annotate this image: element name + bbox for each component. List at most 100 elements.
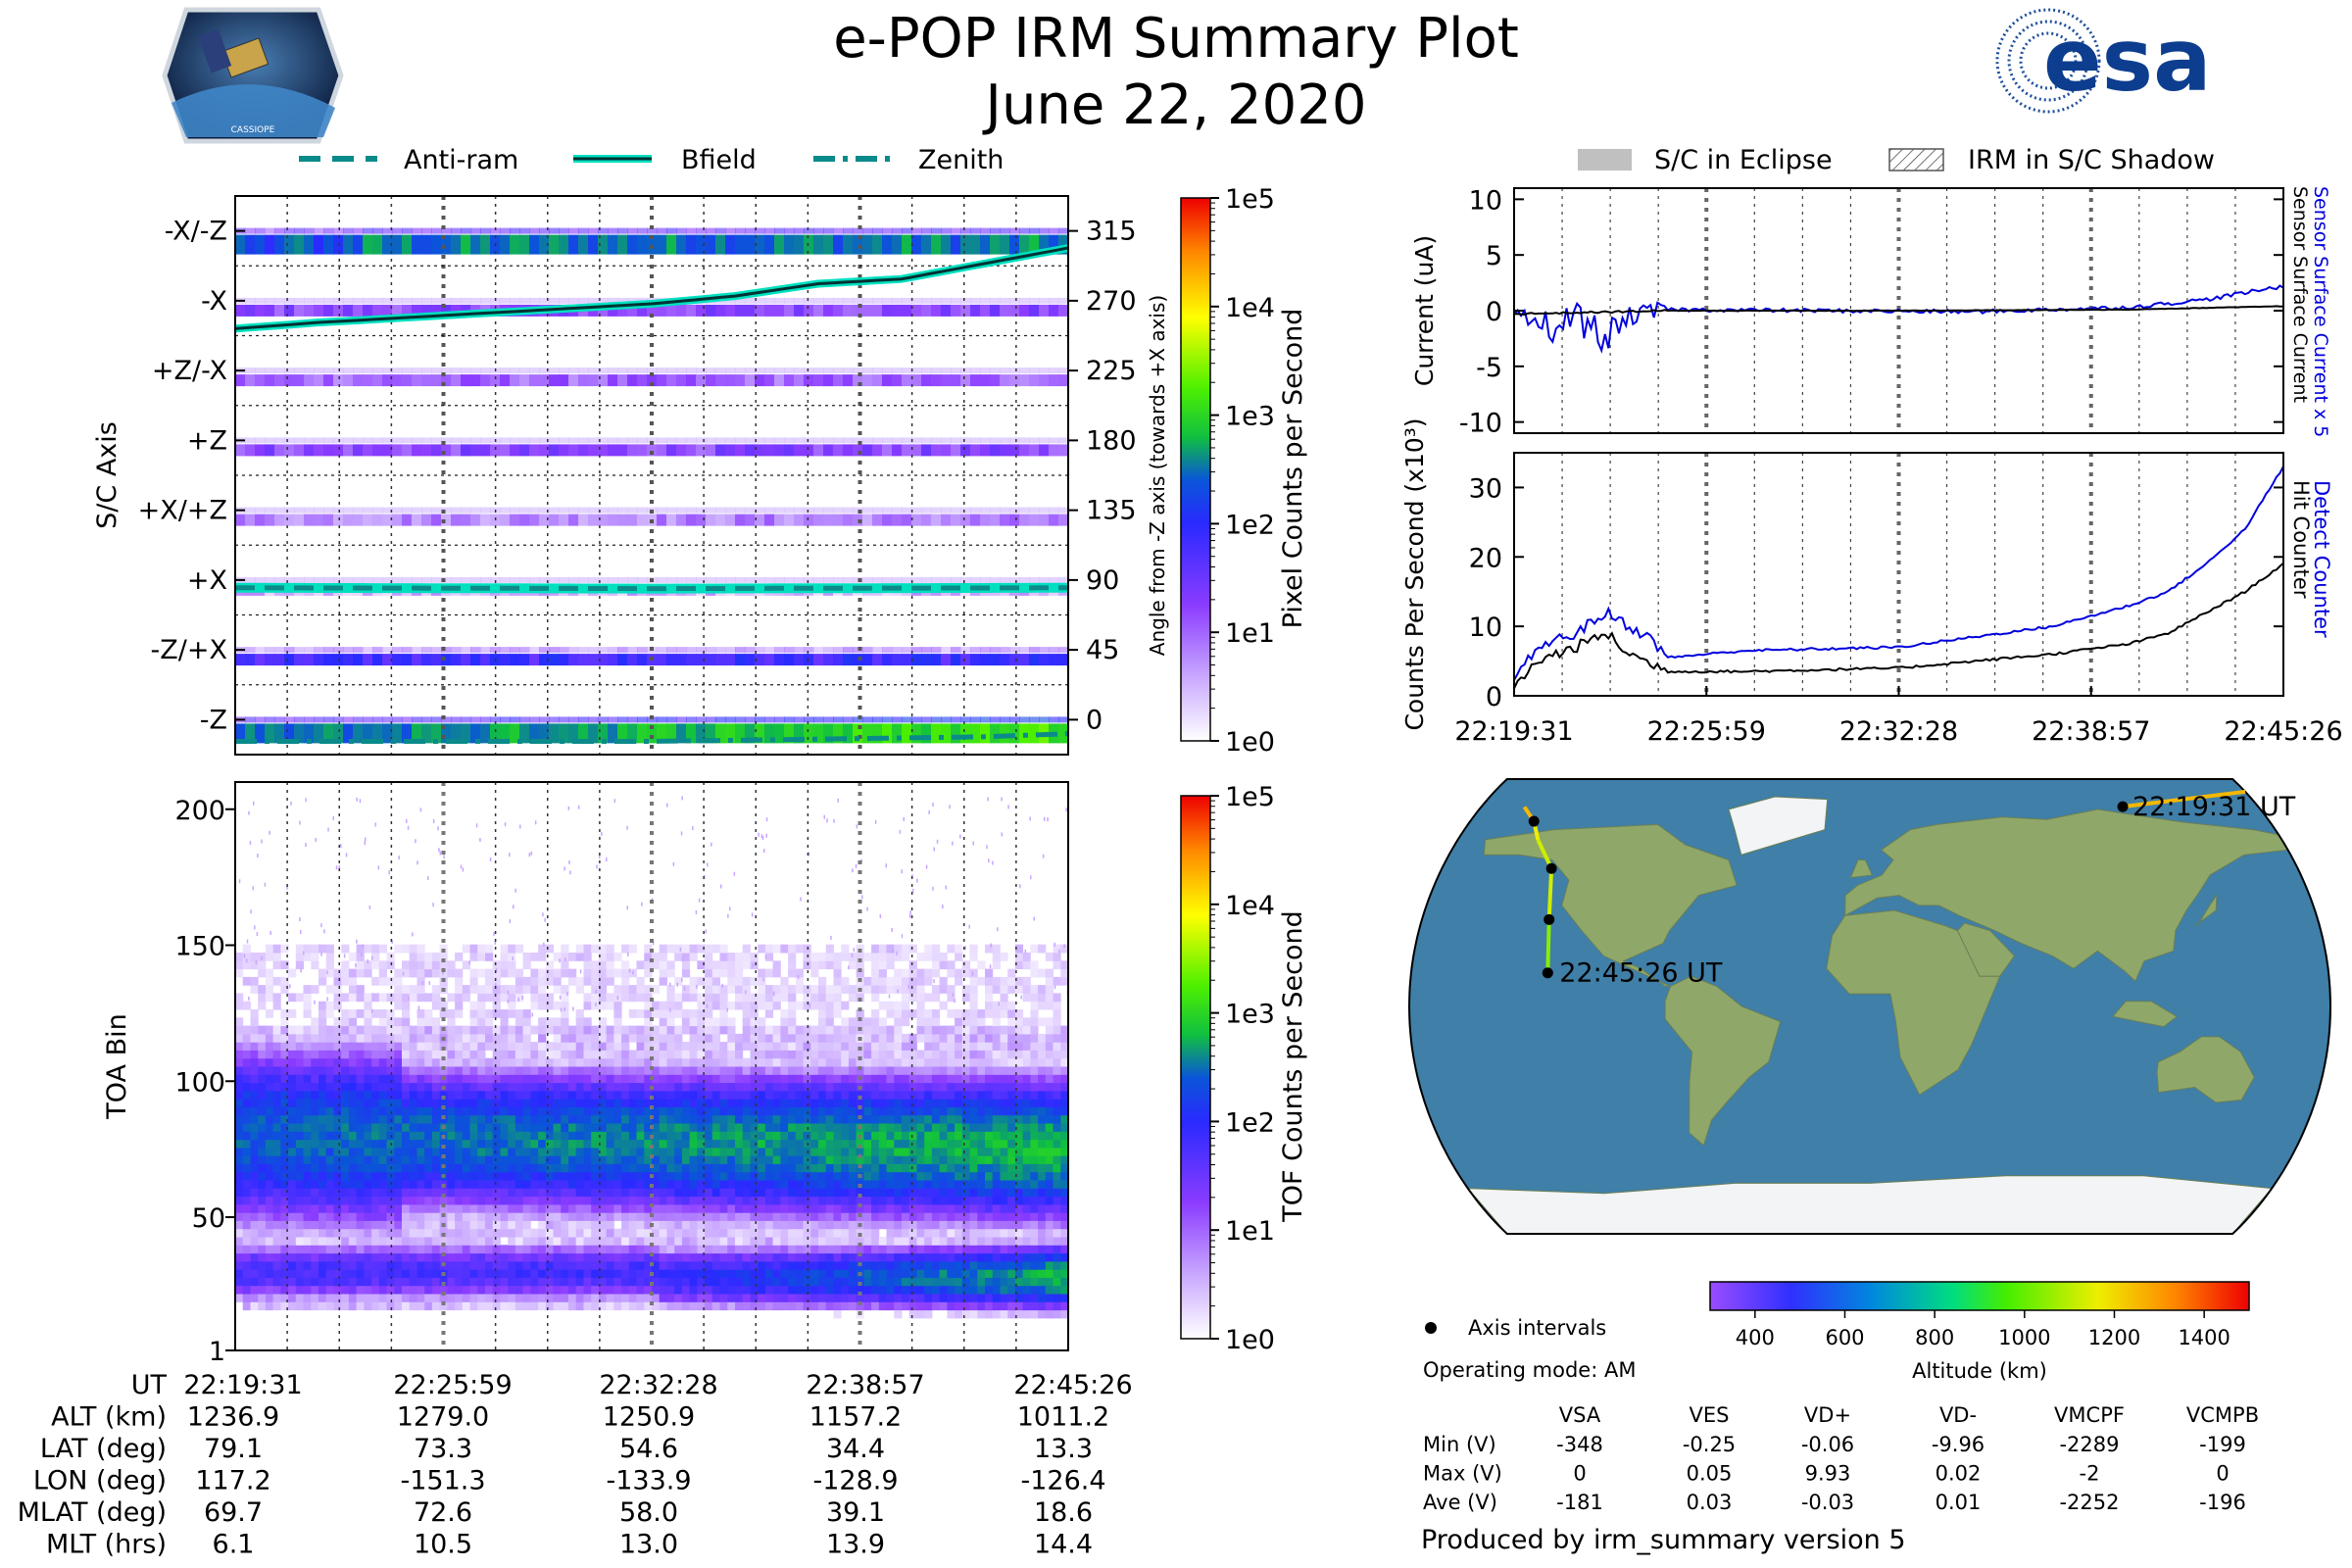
sc-heat-cell [833,304,844,317]
toa-heat-cell [258,1260,267,1270]
sc-heat-fringe [529,227,540,234]
toa-heat-cell [659,1123,667,1132]
toa-heat-cell [795,1277,804,1287]
toa-heat-cell [258,993,267,1003]
toa-heat-cell [764,1147,774,1156]
toa-heat-cell [409,1050,417,1059]
toa-heat-cell [803,1025,811,1035]
toa-heat-cell [318,1228,327,1238]
toa-heat-cell [659,1294,667,1302]
toa-heat-cell [545,1212,554,1221]
toa-heat-cell [636,976,645,986]
toa-heat-cell [621,960,630,970]
toa-heat-cell [727,1203,736,1213]
sc-heat-fringe [510,647,520,654]
toa-heat-cell [318,1017,327,1027]
toa-heat-cell [258,1155,267,1164]
toa-heat-cell [652,1147,661,1156]
toa-heat-cell [750,1090,759,1100]
toa-heat-cell [378,976,387,986]
sc-heat-fringe [245,647,256,654]
toa-heat-cell [371,1114,380,1124]
toa-heat-cell [871,1277,880,1287]
toa-heat-cell [705,1114,713,1124]
toa-heat-cell [772,1057,781,1067]
sc-heat-cell [284,374,295,387]
toa-heat-cell [711,1066,720,1075]
sc-heat-fringe [813,368,824,374]
toa-heat-cell [742,1082,751,1092]
toa-heat-cell [795,1025,804,1035]
sc-heat-fringe [265,647,275,654]
sc-heat-fringe [882,507,893,514]
toa-heat-cell [295,993,304,1003]
toa-heat-cell [545,1155,554,1164]
sc-heat-cell [402,234,413,255]
toa-heat-cell [644,960,653,970]
toa-heat-cell [424,1155,433,1164]
toa-heat-cell [235,1260,244,1270]
toa-heat-cell [462,993,470,1003]
toa-heat-cell [719,1106,728,1116]
sc-heat-fringe [470,227,481,234]
toa-heat-cell [272,1294,281,1302]
sc-row-label: -X [201,286,227,317]
toa-heat-cell [553,1252,562,1262]
sc-heat-fringe [833,368,844,374]
toa-heat-cell [492,1009,501,1018]
toa-heat-cell [500,1294,509,1302]
toa-heat-cell [477,1033,486,1043]
toa-heat-cell [659,1260,667,1270]
toa-heat-cell [788,1245,797,1254]
toa-heat-cell [371,1074,380,1084]
sc-heat-fringe [372,437,383,444]
toa-heat-cell [803,985,811,994]
toa-heat-cell [235,1245,244,1254]
sc-heat-fringe [951,647,961,654]
toa-heat-cell [356,1066,365,1075]
sc-heat-fringe [853,437,863,444]
toa-heat-cell [788,1042,797,1051]
sc-heat-cell [892,514,903,526]
toa-heat-cell [764,1180,774,1189]
sc-heat-cell [911,514,922,526]
toa-heat-cell [492,1139,501,1149]
toa-heat-cell [848,985,858,994]
sc-heat-fringe [470,368,481,374]
toa-heat-cell [863,1269,872,1278]
toa-heat-cell [613,1114,622,1124]
sc-heat-cell [990,514,1001,526]
toa-heat-cell [788,1269,797,1278]
sc-heat-cell [500,444,511,457]
toa-heat-cell [371,993,380,1003]
toa-heat-cell [795,1123,804,1132]
toa-heat-cell [689,1301,698,1311]
toa-heat-cell [371,1196,380,1205]
toa-heat-cell [659,1285,667,1295]
toa-heat-cell [303,1147,312,1156]
toa-heat-cell [424,1237,433,1246]
toa-heat-cell [424,1301,433,1311]
toa-heat-cell [681,1245,691,1254]
sc-heat-fringe [1039,716,1050,723]
toa-heat-cell [833,960,842,970]
toa-heat-cell [402,1285,411,1295]
sc-heat-cell [470,444,481,457]
toa-heat-cell [318,944,327,954]
sc-heat-cell [833,234,844,255]
toa-heat-cell [508,1139,516,1149]
sc-heat-fringe [617,647,628,654]
sc-heat-fringe [274,647,285,654]
sc-heat-cell [245,654,256,666]
toa-heat-cell [280,985,289,994]
toa-heat-cell [508,1025,516,1035]
sc-heat-cell [706,654,716,666]
sc-heat-fringe [911,437,922,444]
toa-heat-cell [772,1180,781,1189]
toa-heat-cell [386,1017,395,1027]
toa-heat-cell [250,1171,259,1181]
toa-heat-cell [848,1252,858,1262]
toa-heat-cell [500,1082,509,1092]
